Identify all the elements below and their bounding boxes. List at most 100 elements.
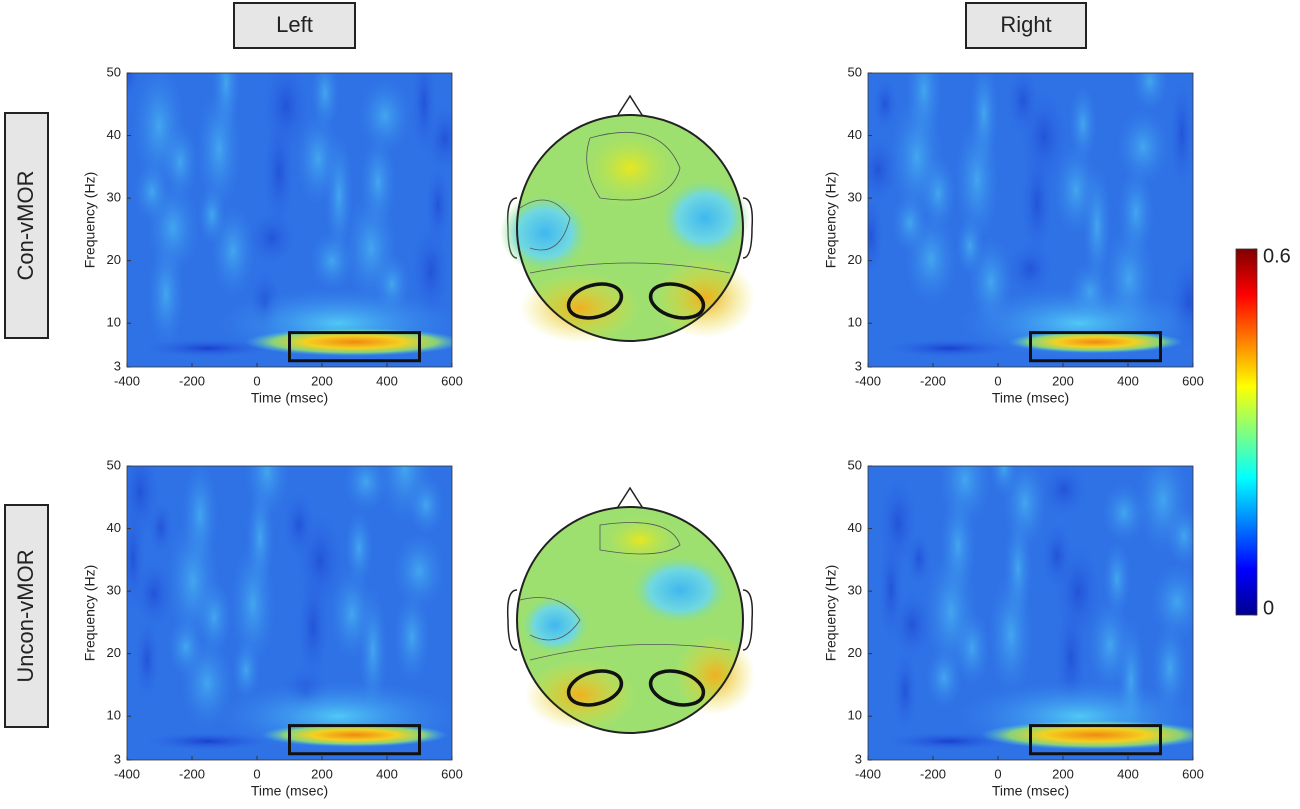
x-axis-label: Time (msec)	[992, 783, 1069, 799]
texture	[410, 73, 438, 165]
x-axis-label: Time (msec)	[251, 390, 328, 406]
texture	[344, 466, 388, 512]
texture	[1151, 564, 1193, 640]
texture	[133, 73, 185, 188]
x-tick-label: 600	[441, 766, 463, 781]
texture	[989, 573, 1033, 697]
texture	[1039, 518, 1075, 594]
x-tick-label: -400	[114, 373, 140, 388]
x-tick-label: 200	[311, 766, 333, 781]
x-tick-label: -200	[920, 766, 946, 781]
y-tick-label: 40	[107, 520, 121, 535]
column-label-box	[233, 2, 356, 49]
y-tick-label: 30	[107, 190, 121, 205]
texture	[955, 118, 999, 242]
y-tick-label: 20	[107, 252, 121, 267]
texture	[127, 73, 141, 103]
texture	[393, 533, 445, 609]
texture	[956, 216, 984, 276]
texture	[868, 190, 885, 282]
y-tick-label: 10	[848, 315, 862, 330]
x-tick-label: -400	[855, 766, 881, 781]
y-tick-label: 50	[107, 64, 121, 79]
texture	[330, 568, 374, 660]
texture	[198, 185, 226, 245]
x-tick-label: 400	[376, 373, 398, 388]
x-tick-label: -200	[179, 766, 205, 781]
texture	[1103, 541, 1131, 617]
texture	[295, 565, 331, 689]
texture	[980, 720, 1193, 750]
texture	[359, 78, 411, 154]
colorbar	[1235, 248, 1258, 616]
x-tick-label: 0	[253, 373, 260, 388]
texture	[244, 327, 452, 356]
roi-box	[1029, 331, 1162, 363]
texture	[167, 519, 219, 643]
x-tick-label: 0	[994, 373, 1001, 388]
texture	[990, 466, 1018, 497]
axes-frame	[867, 72, 1194, 368]
texture	[168, 617, 204, 677]
y-tick-label: 30	[848, 190, 862, 205]
texture	[1117, 109, 1169, 185]
x-tick-label: -200	[179, 373, 205, 388]
x-tick-label: 200	[311, 373, 333, 388]
texture	[148, 240, 184, 348]
texture	[1038, 466, 1090, 520]
y-tick-label: 10	[848, 708, 862, 723]
texture	[261, 723, 448, 747]
heatmap-image	[127, 73, 452, 367]
x-tick-label: 0	[253, 766, 260, 781]
x-tick-label: 0	[994, 766, 1001, 781]
y-tick-label: 3	[855, 358, 862, 373]
texture	[394, 591, 430, 683]
x-tick-label: 600	[441, 373, 463, 388]
colorbar-tick-label: 0	[1263, 597, 1274, 619]
texture	[231, 542, 275, 666]
x-tick-label: -200	[920, 373, 946, 388]
x-tick-label: -400	[114, 766, 140, 781]
heatmap-image	[127, 466, 452, 760]
texture	[281, 487, 317, 563]
y-tick-label: 50	[848, 64, 862, 79]
texture	[1102, 483, 1146, 543]
texture	[232, 640, 260, 700]
y-axis-label: Frequency (Hz)	[823, 172, 839, 268]
y-axis-label: Frequency (Hz)	[82, 565, 98, 661]
axes-frame	[126, 465, 453, 761]
x-axis-label: Time (msec)	[992, 390, 1069, 406]
texture	[1054, 144, 1098, 236]
y-tick-label: 10	[107, 708, 121, 723]
topomap-bottom	[506, 486, 755, 734]
y-tick-label: 40	[848, 127, 862, 142]
texture	[1004, 239, 1056, 299]
texture	[891, 645, 919, 737]
y-tick-label: 20	[848, 252, 862, 267]
roi-box	[288, 724, 421, 756]
texture	[877, 527, 905, 651]
x-tick-label: 400	[376, 766, 398, 781]
y-axis-label: Frequency (Hz)	[823, 565, 839, 661]
texture	[1007, 330, 1184, 354]
texture	[133, 614, 161, 706]
column-label: Right	[1000, 12, 1051, 37]
y-tick-label: 40	[107, 127, 121, 142]
x-tick-label: 200	[1052, 373, 1074, 388]
y-tick-label: 50	[107, 457, 121, 472]
column-label: Left	[276, 12, 313, 37]
texture	[310, 231, 354, 291]
row-label: Con-vMOR	[13, 170, 38, 280]
y-tick-label: 20	[848, 645, 862, 660]
y-tick-label: 3	[114, 358, 121, 373]
y-tick-label: 30	[848, 583, 862, 598]
texture	[379, 466, 431, 523]
texture	[1168, 73, 1193, 196]
texture	[246, 208, 298, 268]
texture	[197, 87, 241, 211]
texture	[1088, 599, 1132, 691]
x-axis-label: Time (msec)	[251, 783, 328, 799]
